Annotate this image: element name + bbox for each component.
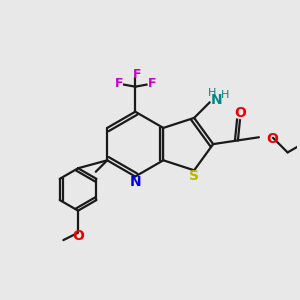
Text: N: N — [210, 93, 222, 107]
Text: F: F — [115, 77, 123, 90]
Text: O: O — [234, 106, 246, 119]
Text: O: O — [266, 132, 278, 146]
Text: O: O — [72, 229, 84, 243]
Text: H: H — [221, 90, 229, 100]
Text: F: F — [148, 77, 157, 90]
Text: S: S — [189, 169, 199, 183]
Text: F: F — [133, 68, 141, 81]
Text: N: N — [130, 175, 141, 189]
Text: H: H — [208, 88, 216, 98]
